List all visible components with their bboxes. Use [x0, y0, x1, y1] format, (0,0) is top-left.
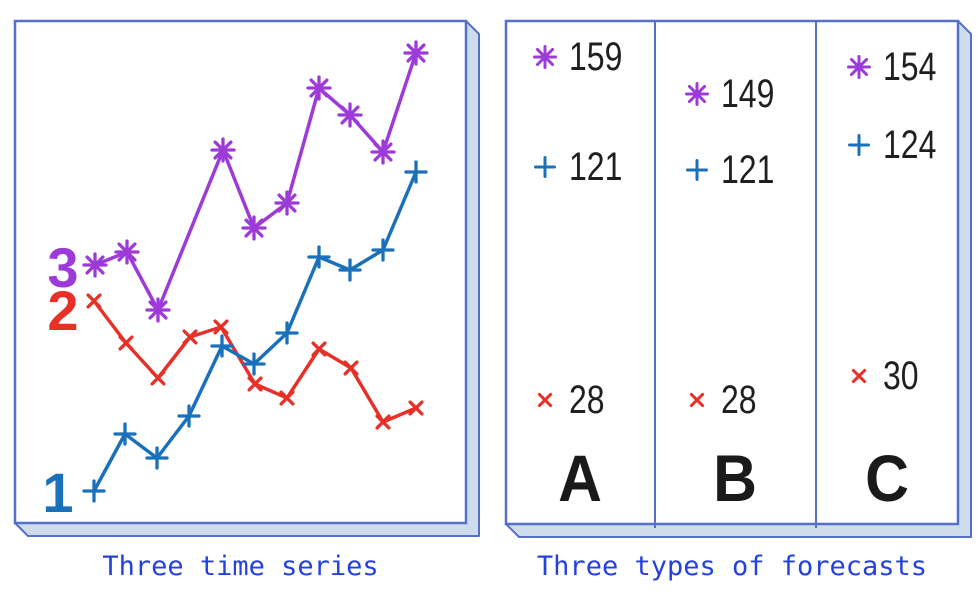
x-marker-icon [86, 293, 102, 309]
column-label-a: A [558, 441, 602, 515]
series-2-label: 2 [47, 279, 78, 342]
x-marker-icon [530, 385, 560, 415]
x-marker-icon [247, 376, 263, 392]
forecast-value: 28 [721, 378, 757, 422]
x-marker-icon [682, 385, 712, 415]
asterisk-marker-icon [306, 75, 332, 101]
forecast-value: 154 [883, 45, 937, 89]
plus-marker-icon [686, 159, 708, 181]
column-label-c: C [865, 441, 909, 515]
forecast-a-series2: 28 [530, 378, 614, 422]
plus-marker-icon [338, 258, 362, 282]
plus-marker-icon [534, 156, 556, 178]
x-marker-icon [851, 368, 867, 384]
asterisk-marker-icon [82, 252, 108, 278]
x-marker-icon [182, 329, 198, 345]
x-marker-icon [150, 370, 166, 386]
forecast-value: 30 [883, 354, 919, 398]
left-caption: Three time series [102, 551, 379, 582]
plus-marker-icon [404, 160, 428, 184]
series-3-label: 3 [47, 236, 78, 299]
forecast-value: 28 [569, 378, 605, 422]
forecast-value: 124 [883, 123, 937, 167]
asterisk-marker-icon [844, 52, 874, 82]
plus-marker-icon [275, 321, 299, 345]
forecast-value: 149 [721, 72, 775, 116]
plus-marker-icon [371, 238, 395, 262]
x-marker-icon [118, 335, 134, 351]
plus-marker-icon [844, 130, 874, 160]
column-label-b: B [713, 441, 757, 515]
forecast-c-series3: 154 [844, 45, 950, 89]
plus-marker-icon [145, 446, 169, 470]
forecasts-area: 159 121 28 A 149 121 28 [506, 21, 958, 528]
asterisk-marker-icon [685, 82, 709, 106]
asterisk-marker-icon [403, 40, 429, 66]
forecast-value: 121 [569, 145, 623, 189]
asterisk-marker-icon [210, 137, 236, 163]
series-3-line [93, 51, 418, 312]
plus-marker-icon [242, 352, 266, 376]
column-divider-a-b [654, 21, 656, 528]
plus-marker-icon [82, 479, 106, 503]
forecast-c-series1: 124 [844, 123, 950, 167]
plus-marker-icon [210, 334, 234, 358]
plus-marker-icon [307, 245, 331, 269]
asterisk-marker-icon [241, 215, 267, 241]
right-caption: Three types of forecasts [536, 551, 928, 582]
asterisk-marker-icon [682, 79, 712, 109]
forecast-value: 159 [569, 35, 623, 79]
asterisk-marker-icon [533, 45, 557, 69]
plus-marker-icon [113, 422, 137, 446]
x-marker-icon [213, 319, 229, 335]
x-marker-icon [375, 414, 391, 430]
asterisk-marker-icon [847, 55, 871, 79]
plus-marker-icon [848, 134, 870, 156]
asterisk-marker-icon [370, 139, 396, 165]
x-marker-icon [279, 390, 295, 406]
forecast-a-series3: 159 [530, 35, 636, 79]
x-marker-icon [311, 341, 327, 357]
x-marker-icon [689, 392, 705, 408]
asterisk-marker-icon [274, 190, 300, 216]
x-marker-icon [343, 360, 359, 376]
x-marker-icon [537, 392, 553, 408]
series-1-label: 1 [42, 461, 73, 523]
forecast-b-series1: 121 [682, 148, 788, 192]
asterisk-marker-icon [337, 102, 363, 128]
asterisk-marker-icon [114, 239, 140, 265]
forecast-c-series2: 30 [844, 354, 928, 398]
asterisk-marker-icon [145, 297, 171, 323]
forecast-a-series1: 121 [530, 145, 636, 189]
forecast-b-series3: 149 [682, 72, 788, 116]
forecast-value: 121 [721, 148, 775, 192]
forecasts-panel: 159 121 28 A 149 121 28 [504, 19, 972, 538]
x-marker-icon [844, 361, 874, 391]
plus-marker-icon [530, 152, 560, 182]
column-divider-b-c [815, 21, 817, 528]
time-series-chart: 32 1 [42, 40, 429, 524]
asterisk-marker-icon [530, 42, 560, 72]
x-marker-icon [408, 400, 424, 416]
plus-marker-icon [177, 404, 201, 428]
plus-marker-icon [682, 155, 712, 185]
forecast-b-series2: 28 [682, 378, 766, 422]
